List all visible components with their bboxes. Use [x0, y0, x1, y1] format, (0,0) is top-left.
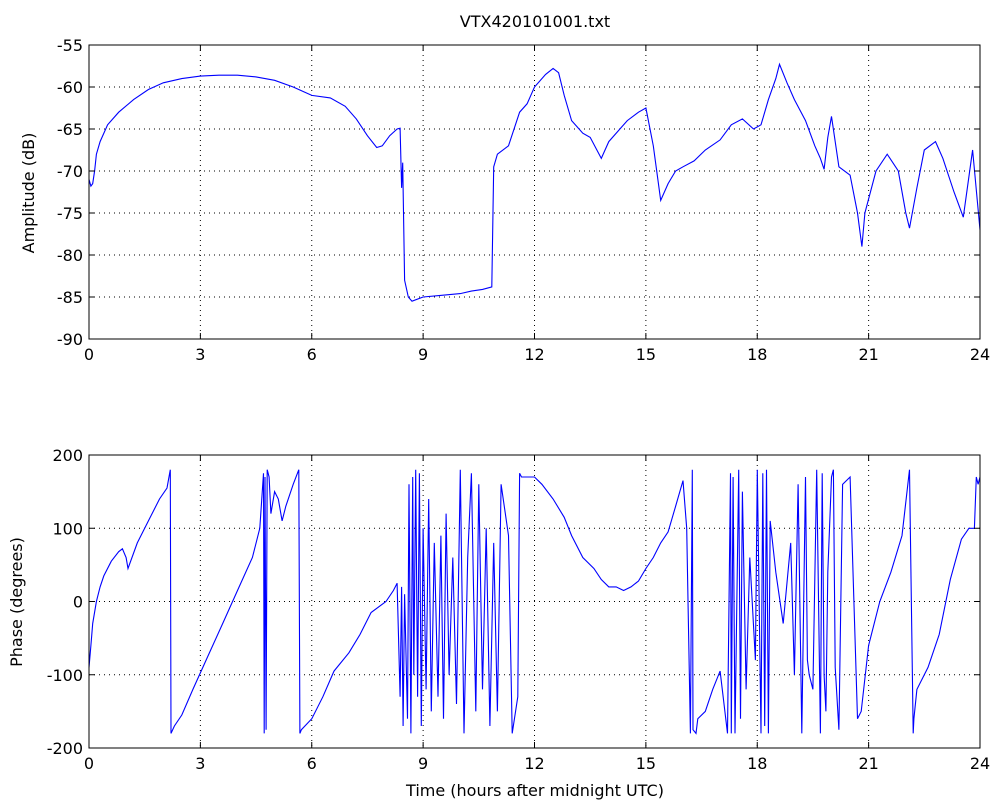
amplitude-panel: Amplitude (dB) 0 3 6 9 12 15 18 21 24 -90 -85 -80 -7… — [19, 36, 990, 364]
amplitude-plot-area — [88, 62, 981, 302]
phase-y-tick-label: 100 — [52, 519, 83, 538]
amplitude-x-tick-label: 6 — [307, 345, 317, 364]
amplitude-y-tick-label: -65 — [57, 120, 83, 139]
phase-x-axis-label: Time (hours after midnight UTC) — [405, 781, 664, 800]
phase-y-tick-label: 0 — [73, 593, 83, 612]
phase-y-tick-label: -200 — [47, 739, 83, 758]
amplitude-y-tick-label: -90 — [57, 330, 83, 349]
phase-x-tick-label: 12 — [524, 754, 544, 773]
phase-series-line — [88, 469, 981, 735]
phase-panel: Phase (degrees) Time (hours after midnig… — [7, 446, 990, 800]
amplitude-y-axis-label: Amplitude (dB) — [19, 133, 38, 254]
phase-y-tick-label: 200 — [52, 446, 83, 465]
amplitude-x-tick-label: 3 — [195, 345, 205, 364]
phase-x-tick-label: 21 — [858, 754, 878, 773]
amplitude-x-tick-label: 18 — [747, 345, 767, 364]
phase-y-tick-label: -100 — [47, 666, 83, 685]
amplitude-y-tick-label: -70 — [57, 162, 83, 181]
amplitude-y-tick-label: -85 — [57, 288, 83, 307]
phase-x-tick-label: 18 — [747, 754, 767, 773]
amplitude-x-tick-label: 12 — [524, 345, 544, 364]
amplitude-x-tick-label: 0 — [84, 345, 94, 364]
phase-x-tick-label: 3 — [195, 754, 205, 773]
phase-x-tick-label: 6 — [307, 754, 317, 773]
phase-x-tick-label: 24 — [970, 754, 990, 773]
amplitude-series-line — [88, 62, 981, 302]
amplitude-x-tick-label: 15 — [636, 345, 656, 364]
amplitude-x-tick-label: 21 — [858, 345, 878, 364]
chart-title: VTX420101001.txt — [460, 12, 610, 31]
phase-x-tick-label: 9 — [418, 754, 428, 773]
amplitude-x-tick-label: 9 — [418, 345, 428, 364]
phase-x-tick-label: 15 — [636, 754, 656, 773]
amplitude-x-tick-label: 24 — [970, 345, 990, 364]
amplitude-y-tick-label: -60 — [57, 78, 83, 97]
phase-y-axis-label: Phase (degrees) — [7, 537, 26, 667]
amplitude-y-tick-label: -55 — [57, 36, 83, 55]
phase-plot-area — [88, 469, 981, 735]
phase-grid — [89, 455, 980, 748]
amplitude-y-tick-label: -75 — [57, 204, 83, 223]
amplitude-y-tick-label: -80 — [57, 246, 83, 265]
phase-x-tick-label: 0 — [84, 754, 94, 773]
